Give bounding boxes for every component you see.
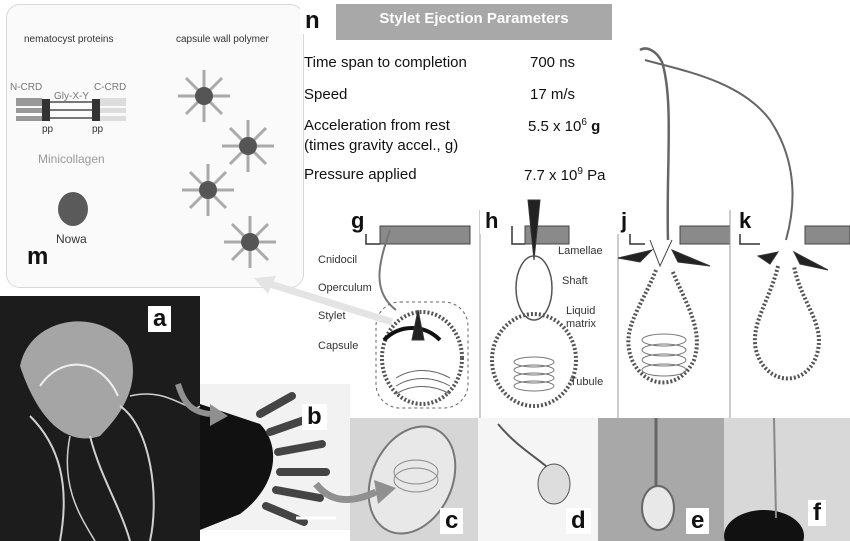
label-matrix: matrix [566, 318, 596, 330]
nowa-label: Nowa [56, 232, 87, 246]
diagram-h [490, 199, 578, 408]
panel-letter-j: j [616, 208, 633, 234]
panel-letter-m: m [27, 243, 49, 270]
param-row-speed-label: Speed [304, 86, 348, 103]
panel-m-left-title: nematocyst proteins [24, 34, 114, 45]
discharge-diagrams [365, 47, 850, 420]
pp-right-label: pp [92, 124, 104, 135]
label-cnidocil: Cnidocil [318, 254, 358, 266]
accel-unit: g [591, 118, 601, 135]
accel-mantissa: 5.5 x 10 [528, 118, 582, 135]
panel-letter-c: c [440, 508, 464, 534]
label-operculum: Operculum [318, 282, 372, 294]
param-row-speed-value: 17 m/s [530, 86, 576, 103]
cell-wall-strips [379, 225, 850, 245]
panel-letter-h: h [480, 208, 504, 234]
ncrd-label: N-CRD [10, 82, 43, 93]
param-row-time-label: Time span to completion [304, 54, 467, 71]
label-lamellae: Lamellae [558, 245, 603, 257]
accel-exponent: 6 [581, 117, 587, 128]
panel-letter-a: a [148, 306, 172, 332]
photo-a-jellyfish [0, 296, 200, 541]
diagram-g [365, 226, 469, 409]
label-capsule: Capsule [318, 340, 359, 352]
label-tubule: Tubule [570, 376, 604, 388]
pressure-mantissa: 7.7 x 10 [524, 167, 578, 184]
panel-letter-n: n [300, 8, 325, 34]
flow-arrows [175, 383, 396, 504]
panel-n-title: Stylet Ejection Parameters [379, 10, 569, 27]
panel-m-right-title: capsule wall polymer [176, 34, 269, 45]
label-shaft: Shaft [562, 275, 588, 287]
pressure-unit: Pa [587, 167, 606, 184]
param-row-pressure-value: 7.7 x 109 Pa [524, 166, 605, 184]
ccrd-label: C-CRD [94, 82, 127, 93]
panel-letter-d: d [566, 508, 591, 534]
param-row-time-value: 700 ns [530, 54, 576, 71]
panel-n-header [336, 4, 612, 40]
photo-f-highspeed [724, 418, 850, 541]
pp-left-label: pp [42, 124, 54, 135]
panel-letter-k: k [734, 208, 757, 234]
panel-letter-e: e [686, 508, 710, 534]
pressure-exponent: 9 [577, 166, 583, 177]
capsule-wall-polymer [178, 70, 276, 268]
param-row-pressure-label: Pressure applied [304, 166, 417, 183]
panel-letter-g: g [346, 208, 370, 234]
glyxy-label: Gly-X-Y [54, 91, 89, 102]
param-row-accel-value: 5.5 x 106 g [528, 117, 600, 135]
nowa-protein [58, 192, 88, 226]
panel-letter-f: f [808, 500, 826, 526]
label-stylet: Stylet [318, 310, 346, 322]
diagram-k [644, 59, 829, 381]
label-liquid: Liquid [566, 305, 596, 317]
link-arrow-g-to-m [254, 276, 394, 326]
minicollagen-label: Minicollagen [38, 152, 105, 166]
diagram-j [617, 47, 711, 385]
param-row-accel-label: Acceleration from rest [304, 117, 450, 134]
minicollagen-schematic [16, 98, 126, 121]
panel-letter-b: b [302, 404, 327, 430]
param-row-accel-label2: (times gravity accel., g) [304, 137, 459, 154]
